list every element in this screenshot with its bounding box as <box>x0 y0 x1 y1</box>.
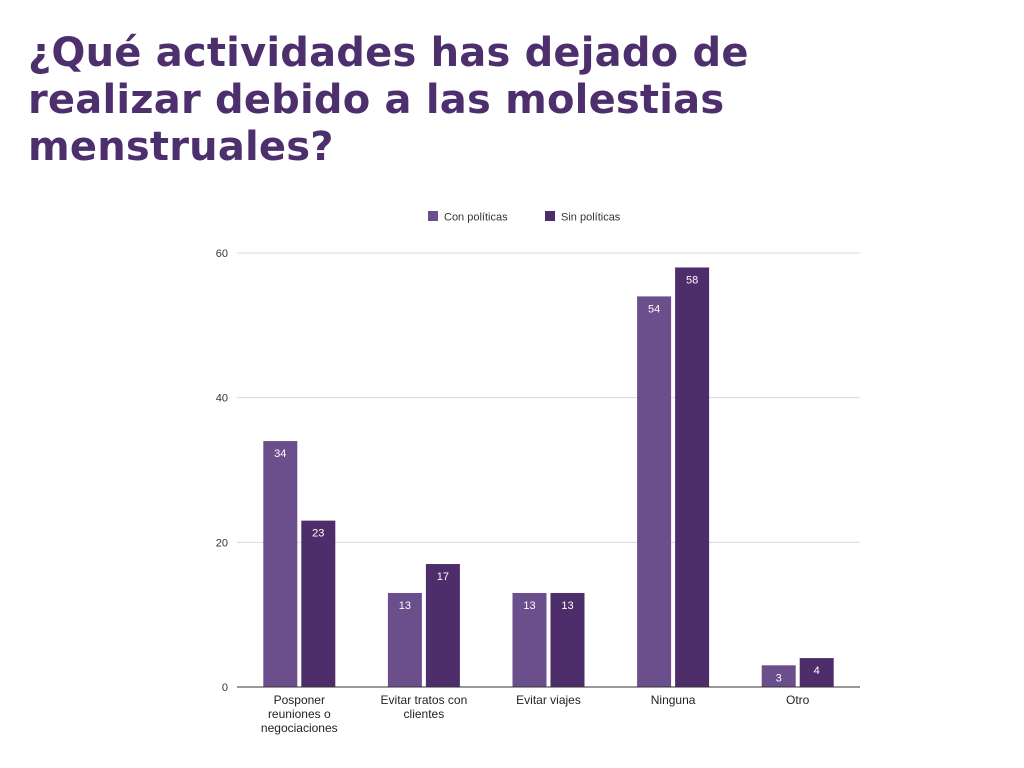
legend-swatch-sin-politicas <box>545 211 555 221</box>
bar-con-politicas <box>387 592 422 687</box>
x-category-label: Evitar tratos con <box>381 693 468 707</box>
data-label: 13 <box>399 600 411 612</box>
data-label: 58 <box>686 274 698 286</box>
slide-title: ¿Qué actividades has dejado de realizar … <box>28 30 928 171</box>
slide-title-line: menstruales? <box>28 124 334 170</box>
legend-swatch-con-politicas <box>428 211 438 221</box>
data-label: 3 <box>776 672 782 684</box>
bar-sin-politicas <box>675 267 710 687</box>
x-category-label: reuniones o <box>268 707 331 721</box>
bar-con-politicas <box>512 592 547 687</box>
legend-label: Con políticas <box>444 212 508 224</box>
data-label: 4 <box>814 665 820 677</box>
y-tick-label: 0 <box>222 682 228 694</box>
y-tick-label: 20 <box>216 537 228 549</box>
legend-label: Sin políticas <box>561 212 621 224</box>
bar-con-politicas <box>637 296 672 687</box>
bar-sin-politicas <box>301 520 336 687</box>
x-category-label: Evitar viajes <box>516 693 581 707</box>
x-category-label: Posponer <box>274 693 325 707</box>
x-category-label: Ninguna <box>651 693 696 707</box>
y-tick-label: 40 <box>216 393 228 405</box>
bar-sin-politicas <box>550 592 585 687</box>
y-tick-label: 60 <box>216 248 228 260</box>
data-label: 17 <box>437 571 449 583</box>
x-category-label: negociaciones <box>261 721 338 735</box>
bar-sin-politicas <box>799 658 834 687</box>
x-category-label: Otro <box>786 693 810 707</box>
data-label: 13 <box>523 600 535 612</box>
bar-con-politicas <box>263 441 298 687</box>
data-label: 34 <box>274 448 286 460</box>
data-label: 54 <box>648 303 660 315</box>
x-category-label: clientes <box>404 707 445 721</box>
slide-title-line: ¿Qué actividades has dejado de <box>28 30 749 76</box>
data-label: 13 <box>561 600 573 612</box>
bar-sin-politicas <box>425 564 460 687</box>
bar-con-politicas <box>761 665 796 687</box>
slide-title-line: realizar debido a las molestias <box>28 77 725 123</box>
data-label: 23 <box>312 528 324 540</box>
